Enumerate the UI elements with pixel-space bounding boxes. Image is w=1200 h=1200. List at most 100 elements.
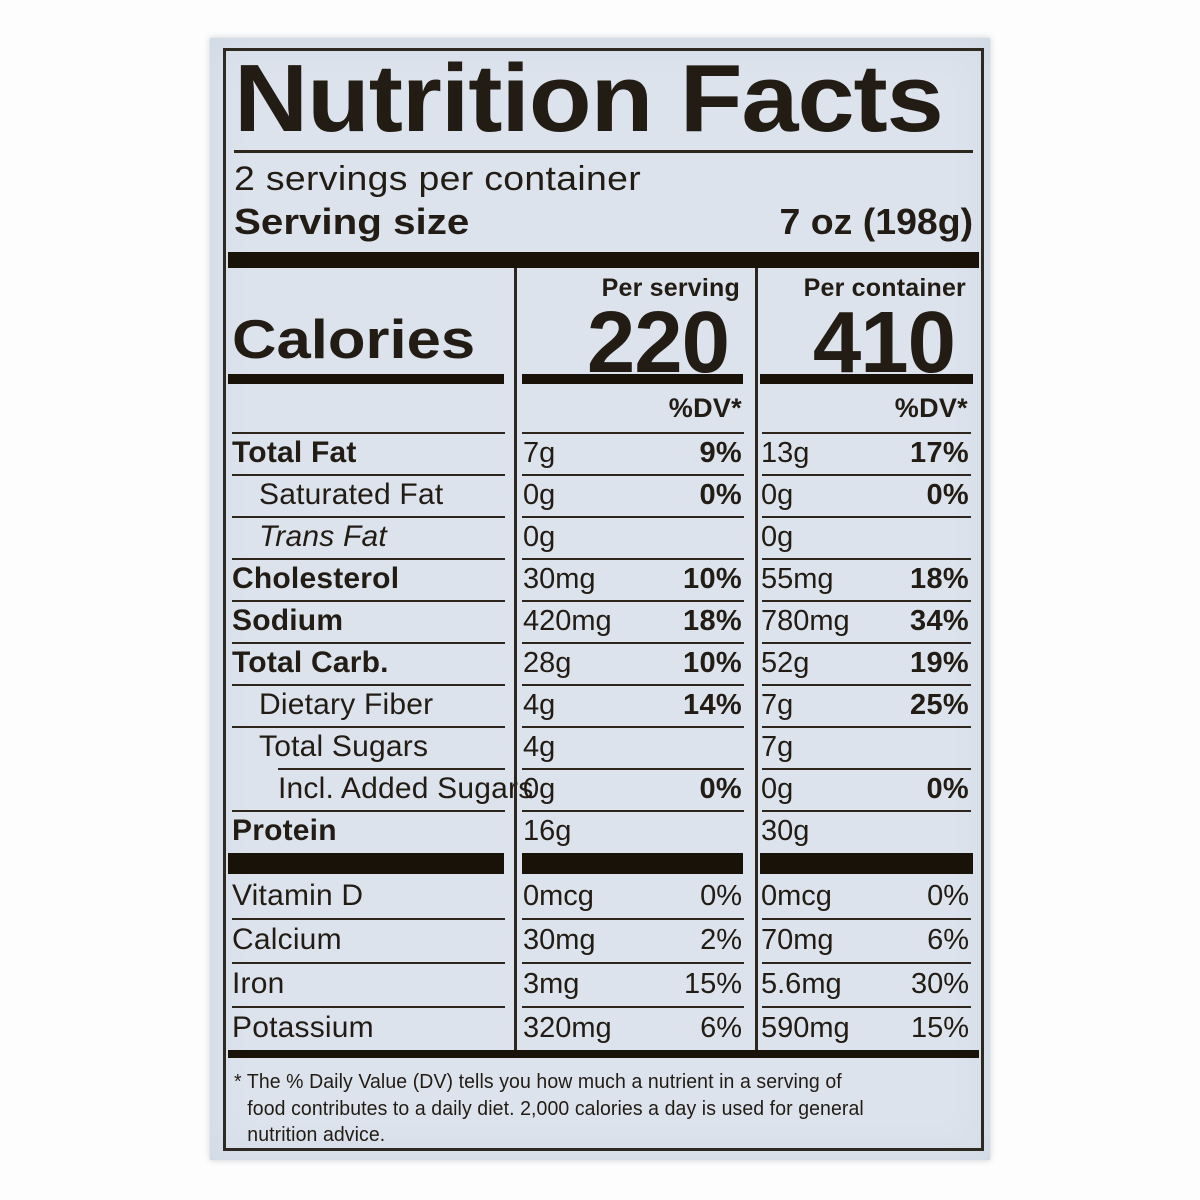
nutrient-serving-values: 16g [514,810,755,853]
nutrient-amount: 30mg [523,923,596,956]
nutrient-dv: 0% [926,772,969,805]
protein-section-bar-fill [760,852,973,874]
nutrient-serving-values: 0g [514,516,755,559]
nutrient-row: Incl. Added Sugars [226,768,533,810]
nutrient-name: Saturated Fat [259,478,444,512]
nutrition-facts-label: Nutrition Facts 2 servings per container… [210,38,990,1160]
label-frame: Nutrition Facts 2 servings per container… [223,48,984,1151]
nutrient-amount: 0g [523,520,556,553]
nutrient-serving-values: 28g 10% [514,642,755,685]
dv-header-per-container: %DV* [755,384,981,433]
nutrient-dv: 10% [683,646,742,679]
nutrition-table: Calories Per serving 220 Per container 4… [226,268,981,1051]
nutrient-name: Potassium [232,1011,374,1045]
nutrient-name: Vitamin D [232,879,364,913]
nutrient-serving-values: 3mg 15% [514,962,755,1007]
nutrient-amount: 7g [761,730,794,763]
nutrient-amount: 0mcg [761,879,832,912]
nutrient-row: Trans Fat [226,516,514,558]
nutrient-amount: 320mg [523,1011,612,1044]
nutrient-name: Cholesterol [232,562,400,596]
nutrient-dv: 17% [910,436,969,469]
dv-header-spacer [226,384,514,432]
nutrient-dv: 6% [927,923,969,956]
label-title: Nutrition Facts [234,48,944,152]
nutrient-serving-values: 0g 0% [514,768,755,811]
dv-footnote: * The % Daily Value (DV) tells you how m… [234,1070,864,1146]
nutrient-amount: 0g [761,772,794,805]
nutrient-name: Iron [232,967,285,1001]
nutrient-container-values: 0g 0% [755,474,981,517]
section-bar-bottom [228,1050,979,1059]
nutrient-dv: 6% [700,1011,742,1044]
nutrient-container-values: 52g 19% [755,642,981,685]
calories-label: Calories [232,307,476,370]
protein-section-bar-fill [228,852,504,874]
per-serving-header: Per serving [601,274,740,303]
nutrient-dv: 18% [683,604,742,637]
nutrient-amount: 0g [523,772,556,805]
nutrient-amount: 4g [523,688,556,721]
nutrient-name: Trans Fat [259,520,387,554]
nutrient-dv: 0% [699,772,742,805]
nutrient-row: Total Sugars [226,726,514,768]
nutrient-container-values: 0mcg 0% [755,874,981,919]
nutrient-serving-values: 420mg 18% [514,600,755,643]
calories-underbar [514,374,755,385]
nutrient-dv: 34% [910,604,969,637]
nutrient-dv: 2% [700,923,742,956]
nutrient-serving-values: 0mcg 0% [514,874,755,919]
nutrient-row: Cholesterol [226,558,514,600]
nutrient-amount: 30g [761,814,810,847]
nutrient-row: Total Fat [226,432,514,474]
nutrient-amount: 70mg [761,923,834,956]
nutrient-name: Dietary Fiber [259,688,434,722]
nutrient-amount: 7g [761,688,794,721]
nutrient-amount: 590mg [761,1011,850,1044]
nutrient-dv: 0% [926,478,969,511]
nutrient-row: Dietary Fiber [226,684,514,726]
nutrient-amount: 16g [523,814,572,847]
label-header: Nutrition Facts 2 servings per container… [226,51,981,242]
calories-per-container-value: 410 [812,293,956,391]
nutrient-dv: 14% [683,688,742,721]
nutrient-row: Protein [226,810,514,852]
nutrient-name: Total Fat [232,436,357,470]
nutrient-container-values: 7g [755,726,981,769]
nutrient-amount: 52g [761,646,810,679]
nutrient-row: Iron [226,962,514,1006]
nutrient-amount: 4g [523,730,556,763]
nutrient-dv: 15% [683,967,742,1000]
nutrient-name: Total Sugars [259,730,429,764]
nutrient-dv: 18% [910,562,969,595]
nutrient-amount: 13g [761,436,810,469]
serving-size-label: Serving size [234,201,470,243]
nutrient-dv: 30% [910,967,969,1000]
protein-section-bar [514,852,755,875]
nutrient-amount: 55mg [761,562,834,595]
nutrient-amount: 780mg [761,604,850,637]
nutrient-container-values: 7g 25% [755,684,981,727]
title-divider [234,150,973,153]
nutrient-name: Calcium [232,923,342,957]
nutrient-row: Total Carb. [226,642,514,684]
nutrient-serving-values: 4g 14% [514,684,755,727]
nutrient-amount: 30mg [523,562,596,595]
nutrient-row: Calcium [226,918,514,962]
nutrient-dv: 0% [927,879,969,912]
protein-section-bar-fill [522,852,743,874]
nutrient-dv: 10% [683,562,742,595]
nutrient-serving-values: 320mg 6% [514,1006,755,1051]
nutrient-serving-values: 0g 0% [514,474,755,517]
nutrient-dv: 9% [699,436,742,469]
protein-section-bar [226,852,514,874]
nutrient-dv: 19% [910,646,969,679]
nutrient-serving-values: 4g [514,726,755,769]
nutrient-dv: 15% [910,1011,969,1044]
calories-per-serving-cell: Per serving 220 [514,268,755,385]
nutrient-container-values: 0g 0% [755,768,981,811]
calories-per-container-cell: Per container 410 [755,268,981,385]
nutrient-container-values: 13g 17% [755,432,981,475]
calories-underbar [226,374,514,385]
